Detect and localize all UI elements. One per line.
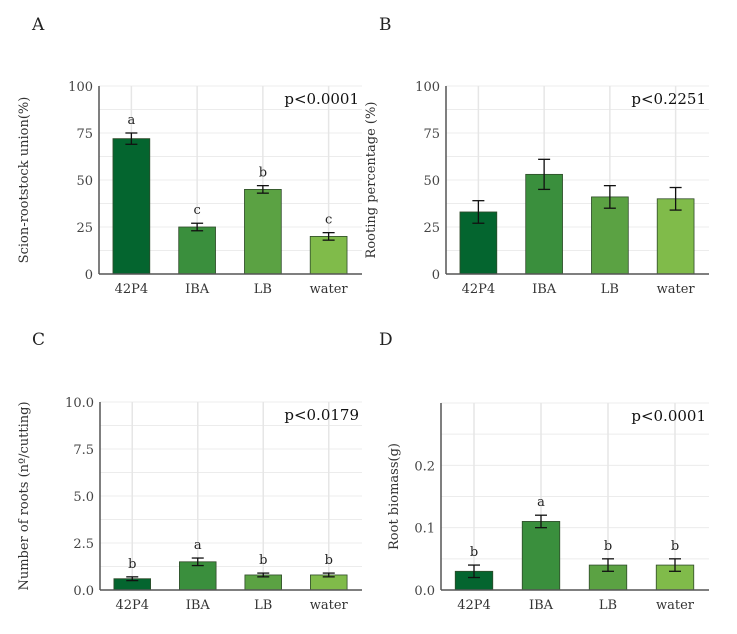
significance-letter: c: [325, 213, 332, 228]
x-tick-label: IBA: [532, 282, 557, 297]
y-tick-label: 75: [76, 127, 93, 142]
significance-letter: b: [671, 539, 679, 554]
panel-letter: D: [379, 330, 393, 350]
bar-iba: [521, 521, 561, 591]
y-tick-label: 0: [85, 268, 93, 283]
bar-lb: [591, 196, 629, 275]
significance-letter: b: [604, 539, 612, 554]
panel-c: Cb 42P4 a IBA b LB b water 0.0 2.5 5.0 7.5 10.0 Numbe…: [17, 330, 362, 613]
x-tick-label: 42P4: [462, 282, 496, 297]
significance-letter: a: [127, 113, 135, 128]
panel-letter: A: [31, 15, 45, 35]
panel-letter: B: [379, 15, 392, 35]
x-tick-label: 42P4: [115, 282, 149, 297]
bar-iba: [178, 226, 216, 275]
p-value-annotation: p<0.0001: [284, 90, 359, 108]
bar-iba: [525, 173, 563, 275]
y-tick-label: 50: [423, 174, 440, 189]
y-tick-label: 75: [423, 127, 440, 142]
p-value-annotation: p<0.0001: [631, 407, 706, 425]
significance-letter: b: [325, 553, 333, 568]
y-tick-label: 100: [68, 80, 93, 95]
y-tick-label: 2.5: [73, 537, 94, 552]
bar-water: [309, 235, 348, 275]
x-tick-label: LB: [599, 598, 617, 613]
x-tick-label: LB: [254, 598, 272, 613]
y-axis-title: Scion-rootstock union(%): [17, 97, 32, 264]
x-tick-label: water: [657, 282, 696, 297]
y-axis-title: Root biomass(g): [387, 443, 402, 550]
panel-a: Aa 42P4 c IBA b LB c water 0 25 50 75 100 Scion-roots…: [17, 15, 362, 297]
y-tick-label: 7.5: [73, 443, 94, 458]
bar-lb: [244, 188, 282, 275]
x-tick-label: water: [310, 598, 349, 613]
significance-letter: a: [194, 538, 202, 553]
significance-letter: b: [259, 553, 267, 568]
significance-letter: b: [470, 545, 478, 560]
x-tick-label: IBA: [186, 598, 211, 613]
panel-b: B 42P4 IBA LB water 0 25 50 75 100 Rooting percent…: [364, 15, 709, 297]
x-tick-label: IBA: [529, 598, 554, 613]
significance-letter: b: [259, 166, 267, 181]
x-tick-label: 42P4: [457, 598, 491, 613]
y-tick-label: 5.0: [73, 490, 94, 505]
y-axis-title: Number of roots (nº/cutting): [17, 401, 32, 590]
y-tick-label: 10.0: [65, 396, 94, 411]
significance-letter: c: [193, 203, 200, 218]
y-tick-label: 0.1: [414, 522, 435, 537]
x-tick-label: water: [310, 282, 349, 297]
x-tick-label: 42P4: [115, 598, 149, 613]
significance-letter: b: [128, 557, 136, 572]
y-tick-label: 50: [76, 174, 93, 189]
y-axis-title: Rooting percentage (%): [364, 102, 379, 259]
y-tick-label: 0.0: [73, 584, 94, 599]
x-tick-label: water: [656, 598, 695, 613]
bar-iba: [179, 561, 217, 591]
y-tick-label: 100: [415, 80, 440, 95]
p-value-annotation: p<0.0179: [284, 406, 359, 424]
x-tick-label: IBA: [185, 282, 210, 297]
p-value-annotation: p<0.2251: [631, 90, 706, 108]
panel-letter: C: [32, 330, 45, 350]
y-tick-label: 0: [432, 268, 440, 283]
x-tick-label: LB: [601, 282, 619, 297]
y-tick-label: 25: [76, 221, 93, 236]
bar-42p4: [112, 138, 151, 275]
significance-letter: a: [537, 495, 545, 510]
panel-d: Db 42P4 a IBA b LB b water 0.0 0.1 0.2 Root biomass…: [379, 330, 709, 613]
y-tick-label: 0.2: [414, 459, 435, 474]
x-tick-label: LB: [254, 282, 272, 297]
y-tick-label: 25: [423, 221, 440, 236]
y-tick-label: 0.0: [414, 584, 435, 599]
